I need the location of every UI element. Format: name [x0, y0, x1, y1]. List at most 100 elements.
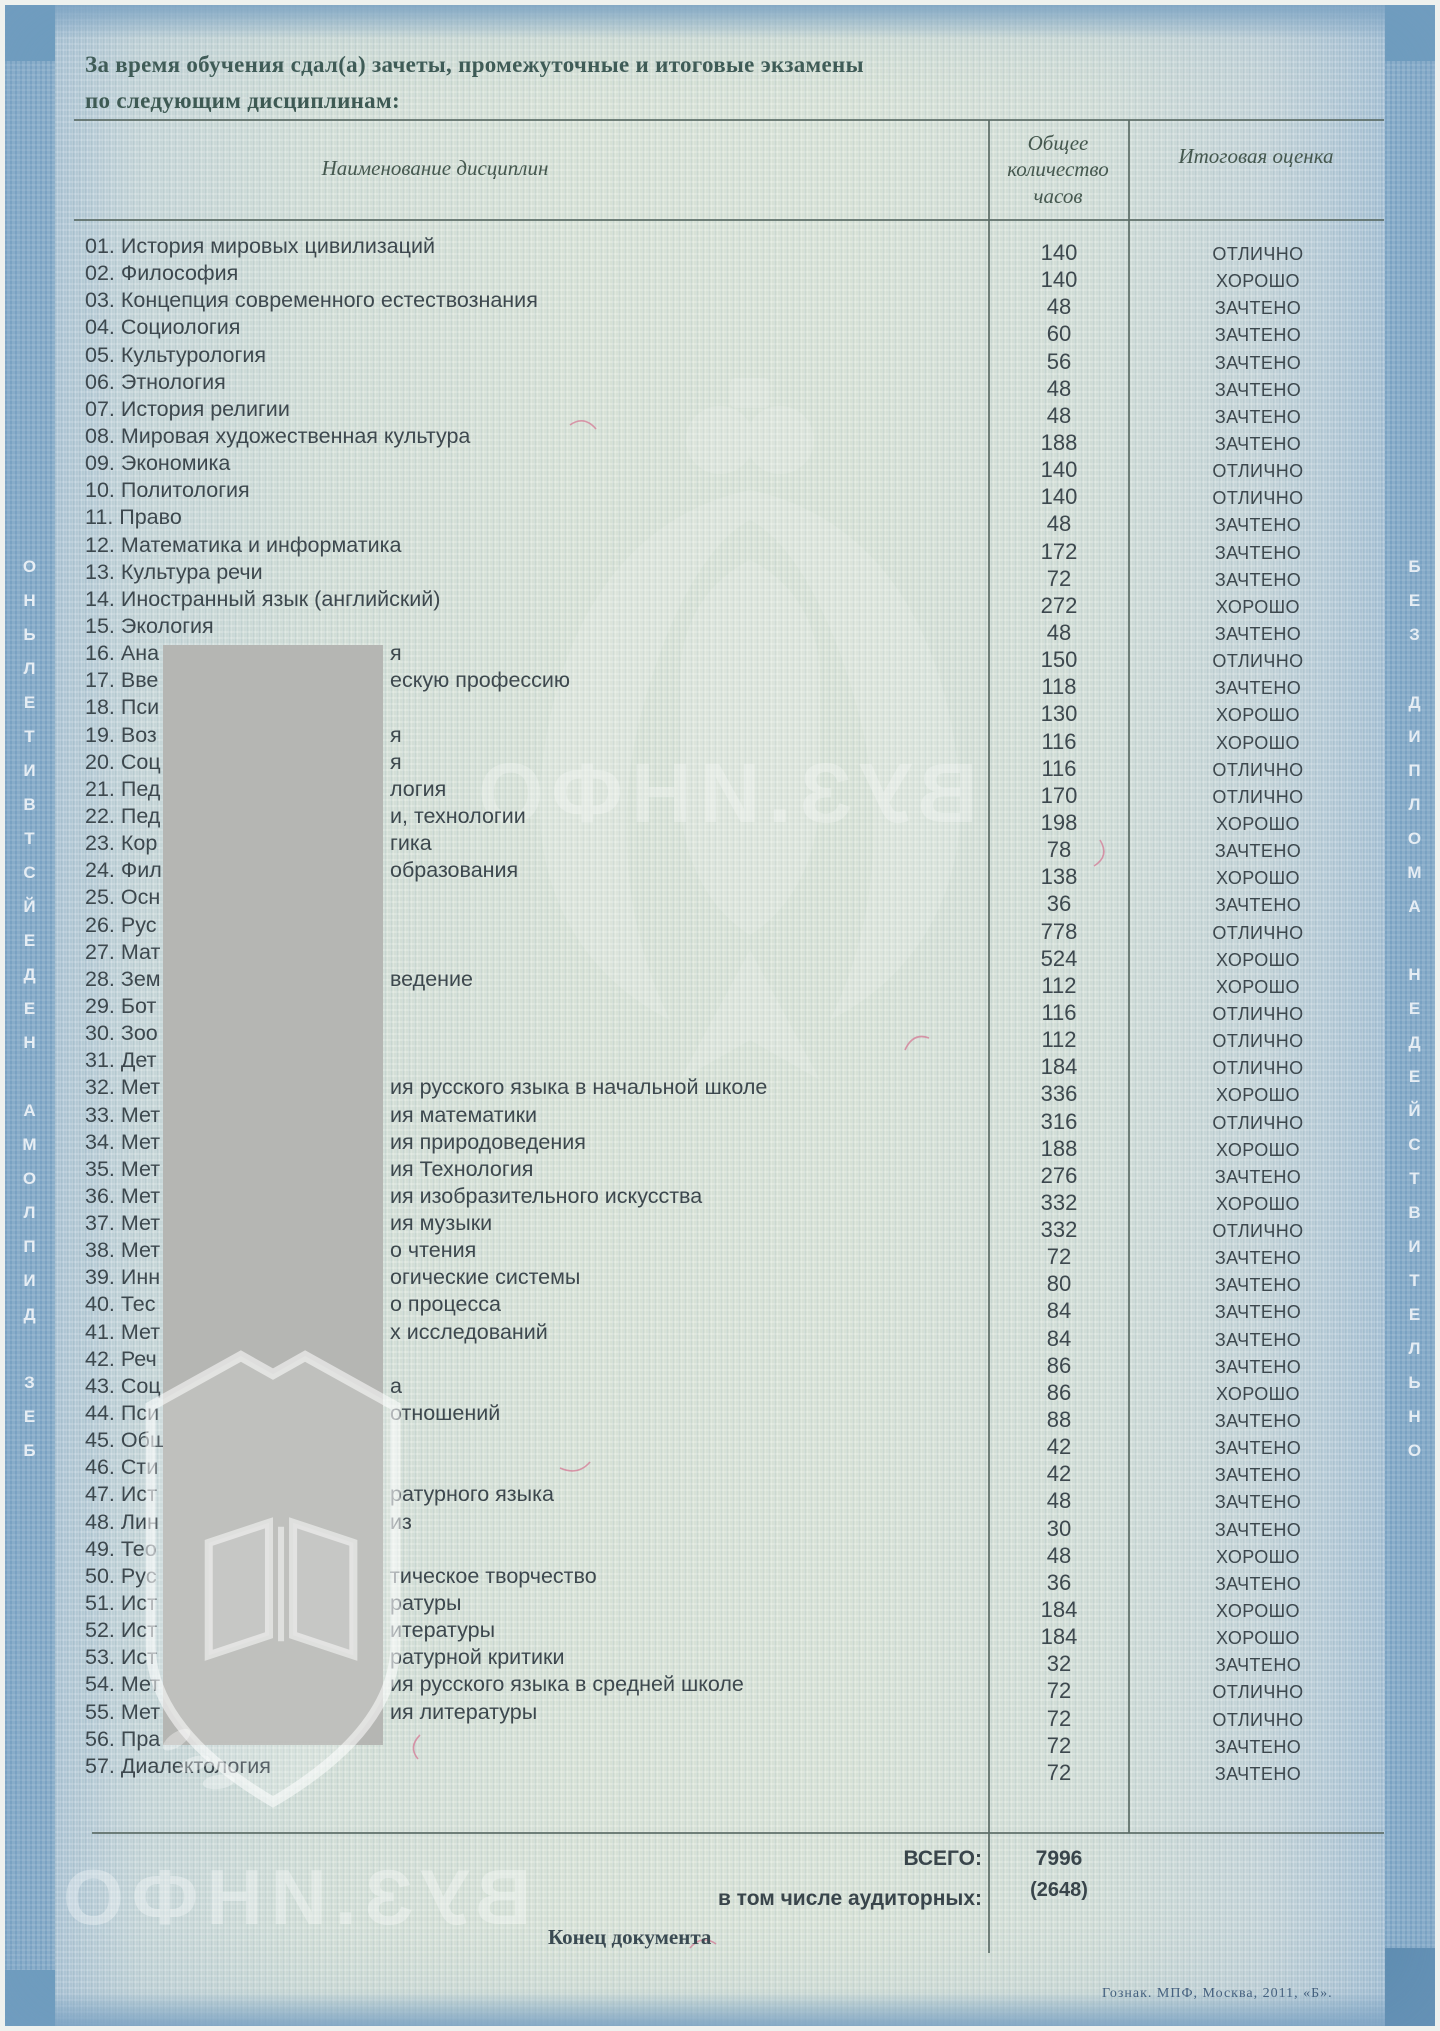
hours-value: 116 — [1041, 755, 1077, 781]
table-row: 36. Мет ия изобразительного искусства 33… — [85, 1183, 1385, 1214]
hours-value: 184 — [1040, 1054, 1078, 1080]
grade-value: ЗАЧТЕНО — [1214, 1763, 1302, 1784]
hours-value: 84 — [1046, 1298, 1072, 1324]
table-row: 50. Рус тическое творчество 36 ЗАЧТЕНО — [85, 1563, 1385, 1594]
hours-value: 48 — [1046, 619, 1072, 645]
hours-value: 32 — [1046, 1651, 1072, 1677]
discipline-name-suffix: ия природоведения — [390, 1129, 586, 1154]
hours-value: 36 — [1046, 891, 1072, 917]
hours-value: 48 — [1046, 402, 1072, 428]
table-row: 53. Ист ратурной критики 32 ЗАЧТЕНО — [85, 1644, 1385, 1675]
table-row: 35. Мет ия Технология 276 ЗАЧТЕНО — [85, 1156, 1385, 1187]
column-header-discipline: Наименование дисциплин — [321, 156, 549, 180]
hours-value: 116 — [1041, 728, 1077, 754]
table-row: 54. Мет ия русского языка в средней школ… — [85, 1671, 1385, 1703]
security-text-left: ОНЬЛЕТИВТСЙЕДЕН АМОЛПИД ЗЕБ — [20, 556, 39, 1475]
discipline-name: 33. Мет — [85, 1102, 161, 1127]
discipline-name: 20. Соц — [85, 749, 161, 774]
discipline-name-suffix: ратурного языка — [390, 1482, 554, 1507]
table-row: 10. Политология 140 ОТЛИЧНО — [85, 477, 1385, 508]
table-row: 51. Ист ратуры 184 ХОРОШО — [85, 1590, 1385, 1621]
table-row: 57. Диалектология 72 ЗАЧТЕНО — [85, 1753, 1385, 1784]
discipline-name-suffix: логия — [390, 776, 447, 801]
discipline-name: 29. Бот — [85, 993, 157, 1018]
hours-value: 56 — [1046, 348, 1072, 374]
grade-value: ХОРОШО — [1216, 1383, 1300, 1404]
grade-value: ОТЛИЧНО — [1212, 1031, 1304, 1052]
total-hours-value: 7996 — [1035, 1847, 1083, 1870]
table-row: 03. Концепция современного естествознани… — [85, 287, 1385, 318]
column-header-hours: Общее количество часов — [1007, 131, 1109, 208]
table-row: 32. Мет ия русского языка в начальной шк… — [85, 1074, 1385, 1106]
discipline-name-suffix: я — [390, 722, 402, 747]
table-row: 17. Вве ескую профессию 118 ЗАЧТЕНО — [85, 667, 1385, 699]
table-row: 56. Пра 72 ЗАЧТЕНО — [85, 1726, 1385, 1757]
hours-value: 172 — [1040, 538, 1078, 564]
table-row: 05. Культурология 56 ЗАЧТЕНО — [85, 342, 1385, 373]
hours-value: 86 — [1046, 1352, 1072, 1378]
grade-value: ХОРОШО — [1216, 813, 1300, 834]
discipline-name: 54. Мет — [85, 1672, 161, 1697]
discipline-name: 11. Право — [85, 505, 182, 530]
grade-value: ОТЛИЧНО — [1212, 922, 1304, 943]
table-row: 13. Культура речи 72 ЗАЧТЕНО — [85, 559, 1385, 590]
discipline-name: 52. Ист — [85, 1618, 157, 1643]
grade-value: ХОРОШО — [1216, 868, 1300, 889]
hours-value: 84 — [1046, 1325, 1072, 1351]
table-row: 28. Зем ведение 112 ХОРОШО — [85, 966, 1385, 997]
table-row: 12. Математика и информатика 172 ЗАЧТЕНО — [85, 532, 1385, 563]
discipline-name: 53. Ист — [85, 1645, 157, 1670]
grade-value: ЗАЧТЕНО — [1214, 325, 1302, 346]
discipline-name-suffix: огические системы — [390, 1265, 581, 1290]
site-ghost-watermark: ВУЗ.ИНФО — [55, 1853, 532, 1941]
discipline-name: 22. Пед — [85, 803, 161, 828]
hours-value: 48 — [1046, 294, 1072, 320]
table-row: 26. Рус 778 ОТЛИЧНО — [85, 912, 1385, 943]
discipline-name: 16. Ана — [85, 641, 160, 666]
discipline-name-suffix: итературы — [390, 1618, 496, 1643]
hours-value: 276 — [1040, 1162, 1078, 1188]
table-row: 18. Пси 130 ХОРОШО — [85, 694, 1385, 725]
grade-value: ОТЛИЧНО — [1212, 461, 1304, 482]
grade-value: ХОРОШО — [1216, 1085, 1300, 1106]
hours-value: 48 — [1046, 375, 1072, 401]
hours-value: 48 — [1046, 511, 1072, 537]
grade-value: ЗАЧТЕНО — [1214, 1519, 1302, 1540]
printer-mark: Гознак. МПФ, Москва, 2011, «Б». — [1102, 1986, 1333, 2001]
table-row: 43. Соц а 86 ХОРОШО — [85, 1373, 1385, 1404]
grade-value: ЗАЧТЕНО — [1214, 406, 1302, 427]
discipline-name-suffix: ия русского языка в средней школе — [390, 1672, 744, 1697]
hours-value: 316 — [1040, 1108, 1078, 1134]
discipline-name: 09. Экономика — [85, 451, 231, 476]
hours-value: 184 — [1040, 1624, 1078, 1650]
hours-value: 86 — [1046, 1379, 1072, 1405]
hours-value: 72 — [1046, 1705, 1072, 1731]
table-row: 04. Социология 60 ЗАЧТЕНО — [85, 314, 1385, 346]
hours-value: 72 — [1046, 565, 1072, 591]
table-row: 11. Право 48 ЗАЧТЕНО — [85, 504, 1385, 535]
table-row: 29. Бот 116 ОТЛИЧНО — [85, 993, 1385, 1024]
discipline-name-suffix: и, технологии — [390, 803, 526, 828]
discipline-name: 23. Кор — [85, 831, 158, 856]
discipline-name-suffix: ия Технология — [390, 1156, 534, 1181]
table-row: 15. Экология 48 ЗАЧТЕНО — [85, 613, 1385, 644]
corner-ornament — [5, 1970, 55, 2026]
hours-value: 112 — [1041, 972, 1077, 998]
discipline-name: 50. Рус — [85, 1563, 157, 1588]
table-row: 09. Экономика 140 ОТЛИЧНО — [85, 450, 1385, 482]
hours-value: 778 — [1040, 918, 1078, 944]
discipline-name: 02. Философия — [85, 261, 239, 286]
table-row: 06. Этнология 48 ЗАЧТЕНО — [85, 369, 1385, 400]
discipline-name-suffix: тическое творчество — [390, 1563, 597, 1588]
grade-value: ЗАЧТЕНО — [1214, 1465, 1302, 1486]
table-row: 55. Мет ия литературы 72 ОТЛИЧНО — [85, 1699, 1385, 1730]
table-row: 19. Воз я 116 ХОРОШО — [85, 722, 1385, 753]
discipline-name: 35. Мет — [85, 1156, 161, 1181]
discipline-name: 37. Мет — [85, 1211, 161, 1236]
grade-value: ОТЛИЧНО — [1212, 1682, 1304, 1703]
discipline-name-suffix: ескую профессию — [390, 668, 571, 693]
table-row: 21. Пед логия 170 ОТЛИЧНО — [85, 776, 1385, 807]
grade-value: ЗАЧТЕНО — [1214, 678, 1302, 699]
corner-ornament — [1385, 1948, 1435, 2026]
discipline-name: 57. Диалектология — [85, 1753, 271, 1778]
